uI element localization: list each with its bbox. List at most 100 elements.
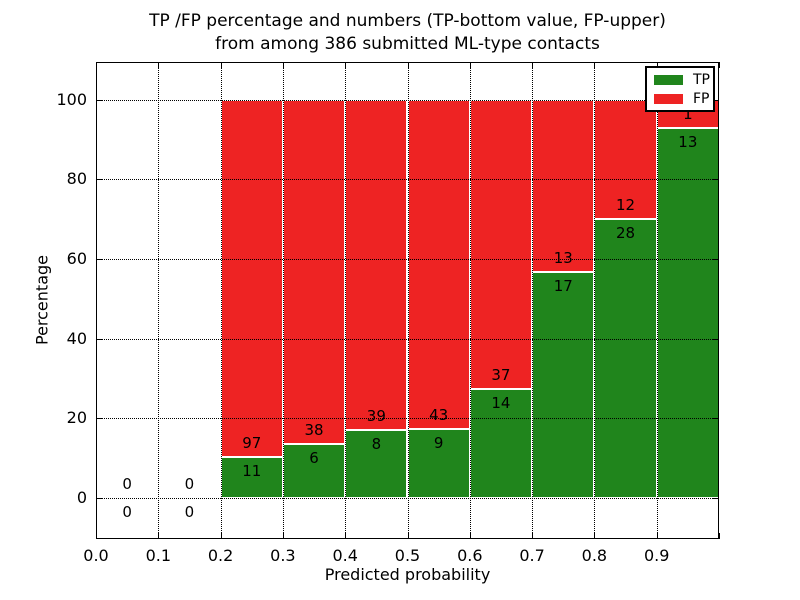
y-gridline-0 bbox=[96, 498, 719, 499]
x-gridline-0.6 bbox=[469, 62, 471, 539]
x-tick-label-0.4: 0.4 bbox=[332, 546, 358, 565]
x-tick-bottom-0.5 bbox=[407, 533, 409, 539]
x-axis-label: Predicted probability bbox=[324, 565, 491, 584]
fp-count-label-0.7-0.8: 13 bbox=[553, 249, 573, 268]
y-gridline-20 bbox=[96, 418, 719, 420]
chart-title-line1: TP /FP percentage and numbers (TP-bottom… bbox=[149, 11, 666, 31]
plot-area: TP FP 0.0 0.1 0.2 0.3 0.4 0.5 0.6 0.7 0.8 0.9 0 20 4… bbox=[56, 62, 720, 565]
fp-count-label-0.6-0.7: 37 bbox=[491, 365, 511, 384]
chart-title-line2: from among 386 submitted ML-type contact… bbox=[215, 34, 600, 54]
x-tick-top-0.4 bbox=[345, 62, 347, 68]
fp-count-label-0.8-0.9: 12 bbox=[616, 196, 636, 215]
legend: TP FP bbox=[645, 66, 715, 112]
x-gridline-0.3 bbox=[282, 62, 284, 539]
fp-bar-0.2-0.3 bbox=[220, 99, 283, 458]
x-tick-top-0.2 bbox=[220, 62, 222, 68]
fp-legend-swatch bbox=[654, 93, 683, 104]
x-tick-top-0 bbox=[96, 62, 97, 68]
x-tick-top-0.6 bbox=[469, 62, 471, 68]
tp-count-label-0.9-1.0: 13 bbox=[678, 132, 698, 151]
fp-count-label-0.1-0.2: 0 bbox=[184, 475, 195, 493]
tp-bar-0.7-0.8 bbox=[532, 272, 595, 498]
y-tick-label-80: 80 bbox=[66, 169, 87, 189]
x-tick-label-0.8: 0.8 bbox=[581, 546, 608, 565]
y-tick-label-40: 40 bbox=[66, 328, 87, 348]
fp-bar-0.7-0.8 bbox=[532, 99, 595, 273]
x-gridline-0.8 bbox=[594, 62, 596, 539]
y-gridline-60 bbox=[96, 258, 719, 260]
legend-entry-tp: TP bbox=[654, 73, 713, 87]
x-tick-label-0.5: 0.5 bbox=[394, 546, 421, 565]
fp-bar-0.4-0.5 bbox=[345, 99, 408, 431]
tp-count-label-0.7-0.8: 17 bbox=[553, 277, 573, 296]
y-tick-right-40 bbox=[713, 338, 719, 340]
fp-bar-0.6-0.7 bbox=[469, 99, 533, 389]
x-tick-top-0.9 bbox=[656, 62, 658, 68]
fp-count-label-0.4-0.5: 39 bbox=[366, 407, 386, 426]
x-gridline-0.5 bbox=[407, 62, 409, 539]
tp-count-label-0.1-0.2: 0 bbox=[184, 503, 195, 521]
x-tick-top-1 bbox=[719, 62, 720, 68]
x-gridline-0.1 bbox=[158, 62, 160, 539]
fp-count-label-0.0-0.1: 0 bbox=[122, 475, 132, 493]
x-tick-label-0.0: 0.0 bbox=[83, 546, 109, 565]
y-gridline-40 bbox=[96, 338, 719, 340]
y-tick-left-100 bbox=[96, 99, 102, 101]
y-tick-right-60 bbox=[713, 258, 719, 260]
tp-count-label-0.4-0.5: 8 bbox=[371, 435, 382, 454]
x-gridline-0.7 bbox=[532, 62, 534, 539]
x-gridline-0.4 bbox=[345, 62, 347, 539]
fp-legend-label: FP bbox=[693, 90, 710, 107]
x-tick-label-0.6: 0.6 bbox=[457, 546, 483, 565]
x-tick-top-0.7 bbox=[532, 62, 534, 68]
legend-entry-fp: FP bbox=[654, 92, 713, 106]
fp-count-label-0.3-0.4: 38 bbox=[304, 420, 324, 439]
x-tick-bottom-0.3 bbox=[282, 533, 284, 539]
x-tick-bottom-0.6 bbox=[469, 533, 471, 539]
x-tick-label-0.9: 0.9 bbox=[643, 546, 670, 565]
y-tick-left-40 bbox=[96, 338, 102, 340]
x-tick-bottom-0.4 bbox=[345, 533, 347, 539]
y-tick-left-80 bbox=[96, 179, 102, 181]
y-gridline-100 bbox=[96, 99, 719, 101]
x-tick-bottom-0 bbox=[96, 533, 97, 539]
x-tick-bottom-1 bbox=[719, 533, 720, 539]
y-tick-left-20 bbox=[96, 418, 102, 420]
tp-count-label-0.6-0.7: 14 bbox=[491, 393, 511, 412]
fp-bar-0.3-0.4 bbox=[282, 99, 346, 444]
x-gridline-0.2 bbox=[220, 62, 222, 539]
chart-title: TP /FP percentage and numbers (TP-bottom… bbox=[96, 10, 719, 56]
y-tick-right-0 bbox=[713, 498, 719, 499]
x-tick-bottom-0.7 bbox=[532, 533, 534, 539]
y-tick-label-100: 100 bbox=[56, 89, 87, 109]
y-tick-label-0: 0 bbox=[76, 488, 87, 507]
x-tick-top-0.3 bbox=[282, 62, 284, 68]
tp-bar-0.2-0.3 bbox=[220, 457, 283, 498]
tp-count-label-0.5-0.6: 9 bbox=[433, 434, 444, 453]
x-tick-top-0.5 bbox=[407, 62, 409, 68]
tp-bar-0.9-1.0 bbox=[656, 127, 719, 498]
tp-count-label-0.8-0.9: 28 bbox=[616, 224, 636, 243]
y-tick-label-60: 60 bbox=[66, 248, 87, 268]
x-tick-bottom-0.9 bbox=[656, 533, 658, 539]
y-tick-left-60 bbox=[96, 258, 102, 260]
fp-count-label-0.5-0.6: 43 bbox=[429, 406, 449, 425]
fp-count-label-0.9-1.0: 1 bbox=[683, 104, 693, 123]
y-tick-right-80 bbox=[713, 179, 719, 181]
x-tick-label-0.1: 0.1 bbox=[145, 546, 172, 565]
x-tick-top-0.8 bbox=[594, 62, 596, 68]
x-tick-top-0.1 bbox=[158, 62, 160, 68]
x-tick-label-0.2: 0.2 bbox=[207, 546, 234, 565]
y-tick-left-0 bbox=[96, 498, 102, 499]
fp-count-label-0.2-0.3: 97 bbox=[242, 434, 262, 453]
x-gridline-0.9 bbox=[656, 62, 658, 539]
y-tick-right-20 bbox=[713, 418, 719, 420]
x-tick-label-0.3: 0.3 bbox=[270, 546, 296, 565]
y-tick-right-100 bbox=[713, 99, 719, 101]
tp-count-label-0.0-0.1: 0 bbox=[122, 503, 132, 521]
tp-legend-label: TP bbox=[693, 71, 710, 88]
x-tick-bottom-0.1 bbox=[158, 533, 160, 539]
tp-bar-0.8-0.9 bbox=[594, 219, 657, 498]
fp-bar-0.5-0.6 bbox=[407, 99, 470, 430]
